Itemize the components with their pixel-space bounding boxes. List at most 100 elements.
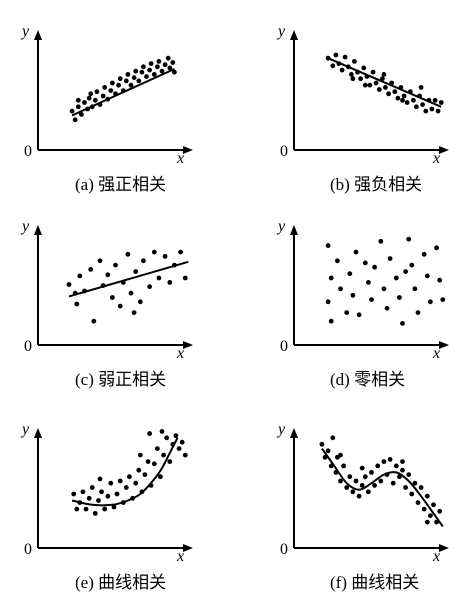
- data-point: [105, 272, 111, 278]
- data-point: [361, 65, 367, 71]
- data-point: [133, 269, 139, 274]
- data-point: [125, 251, 131, 257]
- data-point: [131, 310, 137, 315]
- data-point: [403, 485, 408, 490]
- data-point: [133, 68, 139, 74]
- data-point: [156, 59, 162, 64]
- data-point: [347, 271, 353, 277]
- data-point: [438, 100, 444, 105]
- data-point: [94, 89, 100, 95]
- x-axis-arrow: [183, 544, 193, 552]
- data-point: [148, 61, 154, 66]
- data-point: [372, 264, 377, 270]
- data-point: [102, 506, 108, 512]
- chart-panel-6: y x 0 (f) 曲线相关: [276, 421, 449, 592]
- data-point: [412, 286, 418, 292]
- data-point: [423, 108, 429, 114]
- data-point: [397, 295, 402, 300]
- data-point: [372, 483, 377, 488]
- data-point: [401, 93, 407, 99]
- data-point: [350, 292, 356, 298]
- data-point: [359, 465, 365, 471]
- panel-caption: (c) 弱正相关: [75, 370, 166, 389]
- data-point: [387, 256, 393, 261]
- data-point: [71, 491, 77, 497]
- y-axis-arrow: [34, 428, 42, 438]
- data-point: [380, 76, 385, 82]
- data-point: [428, 299, 433, 305]
- data-point: [415, 310, 421, 315]
- origin-label: 0: [280, 541, 288, 558]
- data-point: [333, 52, 339, 58]
- y-axis-arrow: [290, 225, 298, 235]
- trend-curve: [321, 448, 444, 527]
- data-point: [362, 260, 368, 266]
- data-point: [136, 78, 142, 84]
- data-point: [114, 491, 120, 497]
- data-point: [344, 485, 350, 490]
- chart-panel-2: y x 0 (b) 强负相关: [276, 23, 449, 194]
- data-point: [338, 286, 343, 292]
- data-point: [429, 106, 435, 112]
- data-point: [393, 463, 399, 469]
- data-point: [133, 480, 139, 486]
- data-point: [151, 249, 157, 255]
- data-point: [390, 480, 396, 486]
- data-point: [162, 254, 168, 259]
- data-point: [69, 108, 75, 114]
- trend-line: [327, 57, 442, 108]
- data-point: [338, 478, 343, 484]
- x-axis-arrow: [439, 341, 449, 349]
- data-point: [369, 297, 374, 302]
- x-axis-label: x: [176, 548, 184, 565]
- data-point: [358, 76, 363, 82]
- origin-label: 0: [280, 338, 288, 355]
- data-point: [328, 318, 334, 324]
- x-axis-arrow: [439, 146, 449, 154]
- data-point: [342, 54, 348, 60]
- data-point: [155, 446, 160, 451]
- data-point: [359, 483, 365, 488]
- data-point: [144, 74, 149, 79]
- panel-caption: (d) 零相关: [330, 370, 405, 389]
- data-point: [182, 275, 188, 281]
- data-point: [97, 258, 103, 264]
- data-point: [173, 433, 179, 439]
- origin-label: 0: [24, 338, 32, 355]
- data-point: [421, 251, 427, 257]
- data-point: [117, 76, 123, 82]
- data-point: [80, 489, 86, 495]
- data-point: [381, 72, 387, 77]
- data-point: [381, 459, 387, 464]
- data-point: [424, 273, 430, 279]
- data-point: [117, 478, 123, 484]
- data-point: [325, 299, 331, 305]
- data-point: [165, 55, 171, 61]
- data-point: [347, 474, 353, 480]
- data-point: [142, 472, 148, 477]
- data-point: [141, 258, 146, 264]
- data-point: [392, 89, 398, 95]
- data-point: [366, 280, 371, 285]
- data-point: [435, 108, 441, 114]
- data-point: [335, 258, 340, 264]
- data-point: [162, 62, 168, 68]
- data-point: [352, 59, 357, 64]
- data-point: [375, 463, 381, 469]
- x-axis-label: x: [432, 345, 440, 362]
- data-point: [370, 69, 376, 75]
- data-point: [155, 64, 160, 70]
- data-point: [411, 97, 416, 103]
- data-point: [418, 485, 424, 490]
- data-point: [178, 249, 184, 255]
- data-point: [125, 72, 131, 77]
- data-point: [182, 452, 188, 458]
- data-point: [92, 511, 98, 516]
- data-point: [421, 506, 427, 512]
- data-point: [102, 85, 108, 90]
- data-point: [111, 504, 117, 510]
- data-point: [356, 493, 362, 499]
- data-point: [158, 474, 163, 480]
- data-point: [117, 303, 123, 309]
- data-point: [108, 480, 114, 486]
